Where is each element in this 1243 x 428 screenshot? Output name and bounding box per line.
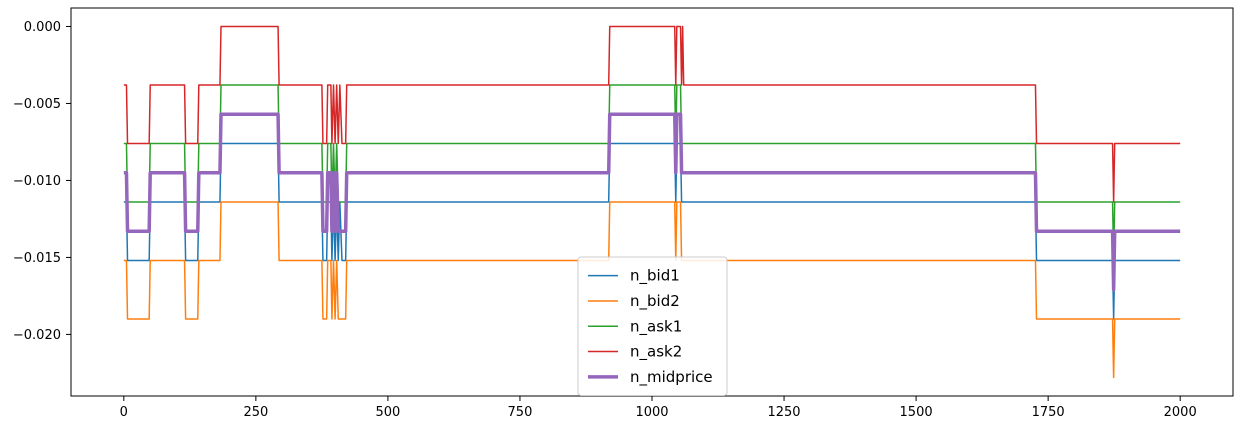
- plot-lines: [123, 25, 1181, 379]
- y-tick-label: −0.020: [13, 328, 61, 343]
- x-tick-label: 1750: [1032, 405, 1065, 420]
- legend-label-n_ask1: n_ask1: [630, 317, 682, 336]
- x-tick-label: 1500: [900, 405, 933, 420]
- x-tick-label: 250: [243, 405, 268, 420]
- series-line-n_midprice: [123, 112, 1181, 292]
- series-line-n_ask2: [123, 25, 1181, 203]
- y-axis: 0.000 −0.005 −0.010 −0.015 −0.020: [13, 20, 71, 343]
- y-tick-label: −0.010: [13, 174, 61, 189]
- x-tick-label: 750: [508, 405, 533, 420]
- legend-label-n_bid2: n_bid2: [630, 292, 680, 311]
- x-tick-label: 0: [120, 405, 128, 420]
- legend-label-n_midprice: n_midprice: [630, 368, 713, 387]
- y-tick-label: −0.015: [13, 251, 61, 266]
- x-tick-label: 2000: [1164, 405, 1197, 420]
- legend-box: [577, 256, 728, 396]
- y-tick-label: 0.000: [24, 20, 61, 35]
- legend-label-n_ask2: n_ask2: [630, 343, 682, 362]
- series-line-n_bid2: [123, 201, 1181, 379]
- x-tick-label: 1250: [767, 405, 800, 420]
- legend-label-n_bid1: n_bid1: [630, 267, 680, 286]
- x-axis: 0 250 500 750 1000 1250 1500 1750 2000: [120, 396, 1197, 420]
- x-tick-label: 500: [375, 405, 400, 420]
- legend: n_bid1 n_bid2 n_ask1 n_ask2 n_midprice: [577, 256, 728, 396]
- y-tick-label: −0.005: [13, 97, 61, 112]
- x-tick-label: 1000: [635, 405, 668, 420]
